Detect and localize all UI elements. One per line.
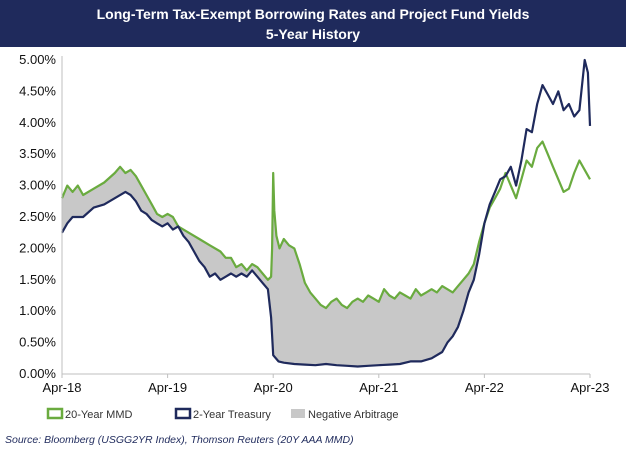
x-tick-label: Apr-20 <box>254 380 293 395</box>
y-tick-label: 4.00% <box>19 115 56 130</box>
legend-swatch-negative-arbitrage <box>291 409 305 418</box>
legend-swatch-20-year-mmd <box>46 407 64 420</box>
x-tick-label: Apr-23 <box>570 380 609 395</box>
x-tick-label: Apr-22 <box>465 380 504 395</box>
y-tick-label: 1.50% <box>19 272 56 287</box>
y-tick-label: 1.00% <box>19 303 56 318</box>
source-note: Source: Bloomberg (USGG2YR Index), Thoms… <box>5 434 354 446</box>
y-tick-label: 3.00% <box>19 178 56 193</box>
x-tick-label: Apr-19 <box>148 380 187 395</box>
legend-swatch-2-year-treasury <box>174 407 192 420</box>
y-tick-label: 4.50% <box>19 83 56 98</box>
chart-title: Long-Term Tax-Exempt Borrowing Rates and… <box>96 6 530 22</box>
chart-subtitle: 5-Year History <box>265 26 361 42</box>
x-tick-label: Apr-18 <box>42 380 81 395</box>
y-tick-label: 5.00% <box>19 52 56 67</box>
legend: 20-Year MMD 2-Year Treasury Negative Arbit… <box>46 407 399 421</box>
negative-arbitrage-area-layer <box>62 166 506 367</box>
chart-title-banner: Long-Term Tax-Exempt Borrowing Rates and… <box>0 0 626 47</box>
series-lines-layer <box>60 58 592 368</box>
y-tick-label: 2.50% <box>19 209 56 224</box>
x-tick-label: Apr-21 <box>359 380 398 395</box>
legend-label-2-year-treasury: 2-Year Treasury <box>193 409 271 421</box>
y-tick-label: 3.50% <box>19 146 56 161</box>
series-line-2-year-treasury <box>61 58 592 368</box>
y-tick-label: 0.00% <box>19 366 56 381</box>
legend-label-negative-arbitrage: Negative Arbitrage <box>308 409 399 421</box>
legend-label-20-year-mmd: 20-Year MMD <box>65 409 133 421</box>
line-chart: 0.00% 0.50% 1.00% 1.50% 2.00% 2.50% 3.00% 3.50%… <box>19 52 609 421</box>
axes-layer: 0.00% 0.50% 1.00% 1.50% 2.00% 2.50% 3.00% 3.50%… <box>19 52 609 395</box>
y-tick-label: 2.00% <box>19 240 56 255</box>
y-tick-label: 0.50% <box>19 335 56 350</box>
negative-arbitrage-area-0 <box>62 166 485 367</box>
